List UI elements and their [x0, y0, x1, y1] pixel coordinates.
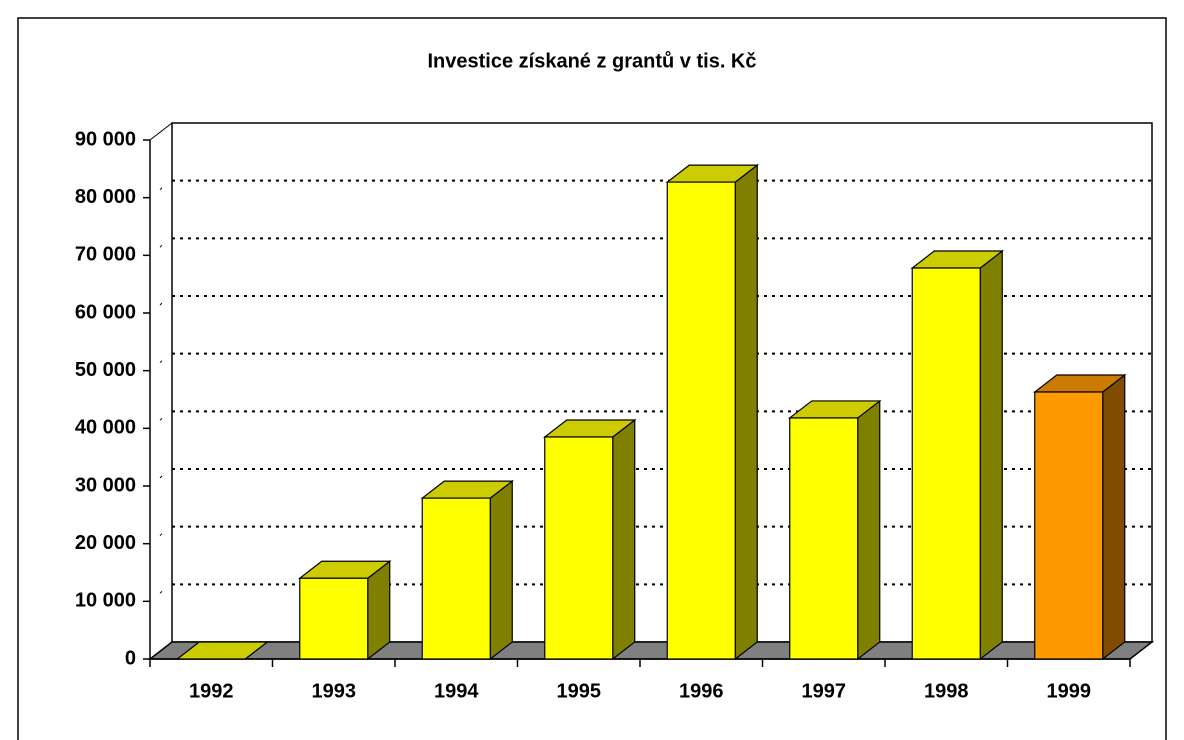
bar	[544, 436, 614, 660]
y-tick-label: 90 000	[75, 128, 136, 150]
chart-title: Investice získané z grantů v tis. Kč	[427, 50, 756, 72]
y-tick-label: 60 000	[75, 301, 136, 323]
y-tick-label: 20 000	[75, 532, 136, 554]
bar-side	[489, 479, 513, 661]
side-wall-edge	[149, 122, 173, 141]
y-tick-label: 50 000	[75, 359, 136, 381]
x-tick-label: 1994	[434, 680, 479, 702]
bar	[789, 417, 859, 660]
bar	[1034, 391, 1104, 660]
bar-top	[175, 641, 270, 660]
side-grid	[159, 533, 163, 537]
bar-side	[612, 418, 636, 661]
side-grid	[159, 475, 163, 479]
bar	[911, 267, 981, 660]
x-tick-label: 1993	[312, 680, 357, 702]
y-tick-label: 10 000	[75, 590, 136, 612]
bar-side	[734, 163, 758, 661]
y-tick-label: 70 000	[75, 244, 136, 266]
x-tick-label: 1995	[557, 680, 602, 702]
side-grid	[159, 302, 163, 306]
x-tick-label: 1992	[189, 680, 234, 702]
bar-side	[857, 399, 881, 661]
y-tick-label: 40 000	[75, 417, 136, 439]
side-grid	[159, 244, 163, 248]
bar-side	[1102, 373, 1126, 661]
y-tick-label: 30 000	[75, 474, 136, 496]
side-grid	[159, 417, 163, 421]
side-grid	[159, 187, 163, 191]
bar	[421, 497, 491, 660]
y-tick-label: 0	[125, 647, 136, 669]
x-tick-label: 1999	[1047, 680, 1092, 702]
x-tick-label: 1996	[679, 680, 724, 702]
bar	[666, 181, 736, 660]
x-tick-label: 1998	[924, 680, 969, 702]
side-grid	[159, 590, 163, 594]
bar-side	[979, 249, 1003, 661]
x-tick-label: 1997	[802, 680, 847, 702]
side-grid	[159, 360, 163, 364]
y-tick-label: 80 000	[75, 186, 136, 208]
bar	[299, 577, 369, 660]
